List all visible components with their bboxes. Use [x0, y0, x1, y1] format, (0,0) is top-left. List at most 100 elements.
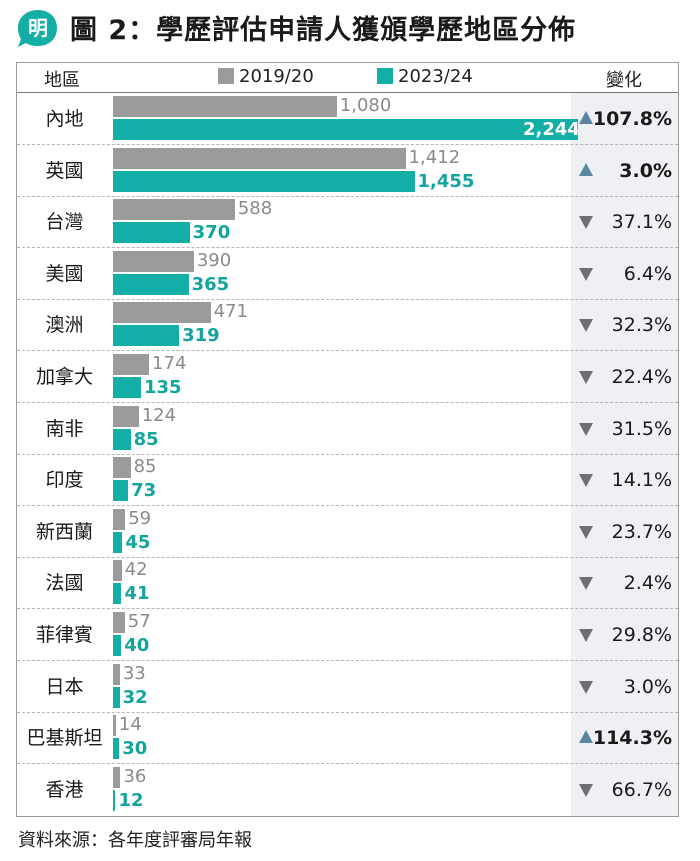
value-label-2019-20: 390: [196, 249, 232, 271]
legend-label-2019-20: 2019/20: [239, 66, 314, 87]
value-label-2019-20: 85: [133, 456, 157, 478]
value-label-2023-24: 85: [133, 428, 159, 450]
row-divider: [17, 350, 678, 352]
chart-row: 菲律賓 57 40 29.8%: [17, 609, 678, 661]
change-percent: 3.0%: [623, 675, 672, 698]
chart-row: 英國 1,412 1,455 3.0%: [17, 145, 678, 197]
value-label-2023-24: 365: [191, 273, 230, 295]
triangle-down-icon: [579, 319, 593, 333]
chart-row: 內地 1,080 2,244 107.8%: [17, 93, 678, 145]
value-label-2023-24: 45: [125, 531, 151, 553]
bar-2023-24: [113, 170, 415, 192]
region-label: 台灣: [45, 211, 84, 234]
region-label: 內地: [45, 108, 84, 130]
value-label-2019-20: 1,080: [339, 95, 392, 116]
bar-2019-20: [113, 560, 122, 582]
triangle-up-icon: [579, 730, 593, 744]
table-frame: [16, 62, 679, 817]
ming-pao-logo-icon: 明: [18, 10, 57, 47]
bar-2023-24: [113, 119, 578, 140]
row-divider: [17, 763, 678, 765]
triangle-down-icon: [579, 267, 593, 281]
value-label-2019-20: 471: [213, 301, 248, 323]
bar-2023-24: [113, 273, 189, 295]
bar-2019-20: [113, 457, 131, 479]
row-divider: [17, 402, 678, 403]
region-label: 巴基斯坦: [26, 727, 103, 750]
bar-2023-24: [113, 325, 180, 347]
value-label-2023-24: 12: [118, 789, 144, 811]
row-divider: [17, 298, 678, 300]
value-label-2019-20: 1,412: [408, 146, 461, 168]
bar-2023-24: [113, 686, 120, 708]
value-label-2019-20: 124: [141, 404, 177, 426]
chart-row: 台灣 588 370 37.1%: [17, 196, 678, 249]
legend-swatch-2019-20: [218, 68, 234, 84]
value-label-2023-24: 32: [122, 686, 148, 708]
triangle-up-icon: [579, 162, 593, 176]
row-divider: [17, 505, 678, 507]
chart-row: 巴基斯坦 14 30 114.3%: [17, 712, 678, 765]
region-label: 加拿大: [35, 366, 93, 388]
triangle-down-icon: [579, 474, 593, 488]
value-label-2019-20: 59: [128, 507, 152, 529]
bar-2019-20: [113, 508, 126, 530]
chart-row: 印度 85 73 14.1%: [17, 454, 678, 507]
legend-item-2019-20: 2019/20: [218, 66, 314, 87]
region-label: 日本: [45, 675, 84, 698]
triangle-down-icon: [579, 422, 593, 436]
change-percent: 29.8%: [611, 624, 672, 646]
region-label: 新西蘭: [35, 520, 93, 543]
row-divider: [17, 608, 678, 610]
region-label: 澳洲: [45, 314, 84, 337]
triangle-down-icon: [579, 680, 593, 694]
change-percent: 23.7%: [611, 520, 672, 543]
value-label-2023-24: 1,455: [417, 170, 475, 192]
change-percent: 32.3%: [611, 314, 672, 337]
bar-2019-20: [113, 766, 121, 788]
region-label: 英國: [45, 159, 84, 182]
value-label-2019-20: 33: [122, 662, 146, 684]
region-column-header: 地區: [44, 70, 80, 91]
triangle-up-icon: [579, 111, 593, 124]
triangle-down-icon: [579, 577, 593, 591]
value-label-2023-24: 40: [124, 635, 150, 656]
bar-2023-24: [113, 428, 131, 450]
chart-row: 日本 33 32 3.0%: [17, 661, 678, 713]
row-divider: [17, 556, 678, 558]
value-label-2023-24: 73: [131, 480, 157, 502]
bar-2019-20: [113, 199, 235, 221]
region-label: 美國: [45, 262, 84, 285]
region-label: 印度: [45, 469, 84, 492]
bar-2019-20: [113, 663, 120, 685]
chart-row: 澳洲 471 319 32.3%: [17, 299, 678, 352]
bar-2023-24: [113, 635, 122, 656]
bar-2019-20: [113, 147, 406, 169]
source-note: 資料來源：各年度評審局年報: [18, 830, 252, 851]
bar-2023-24: [113, 583, 122, 605]
change-column-header: 變化: [606, 70, 642, 91]
row-divider: [17, 711, 678, 713]
triangle-down-icon: [579, 525, 593, 539]
row-divider: [17, 195, 678, 197]
change-percent: 6.4%: [623, 262, 672, 285]
bar-2023-24: [113, 377, 141, 398]
change-percent: 37.1%: [611, 211, 672, 234]
value-label-2023-24: 41: [124, 583, 150, 605]
value-label-2019-20: 14: [118, 714, 142, 736]
value-label-2023-24: 370: [192, 222, 231, 244]
region-label: 法國: [45, 572, 84, 595]
bar-2019-20: [113, 302, 211, 324]
bar-2019-20: [113, 612, 125, 633]
region-label: 南非: [45, 417, 84, 440]
bar-2019-20: [113, 250, 194, 272]
bar-2019-20: [113, 405, 139, 427]
chart-row: 加拿大 174 135 22.4%: [17, 351, 678, 403]
legend-item-2023-24: 2023/24: [377, 66, 473, 87]
change-percent: 14.1%: [611, 469, 672, 492]
value-label-2023-24: 30: [122, 738, 148, 760]
bar-2019-20: [113, 354, 150, 375]
chart-row: 新西蘭 59 45 23.7%: [17, 506, 678, 558]
change-percent: 3.0%: [619, 159, 672, 182]
row-divider: [17, 660, 678, 661]
